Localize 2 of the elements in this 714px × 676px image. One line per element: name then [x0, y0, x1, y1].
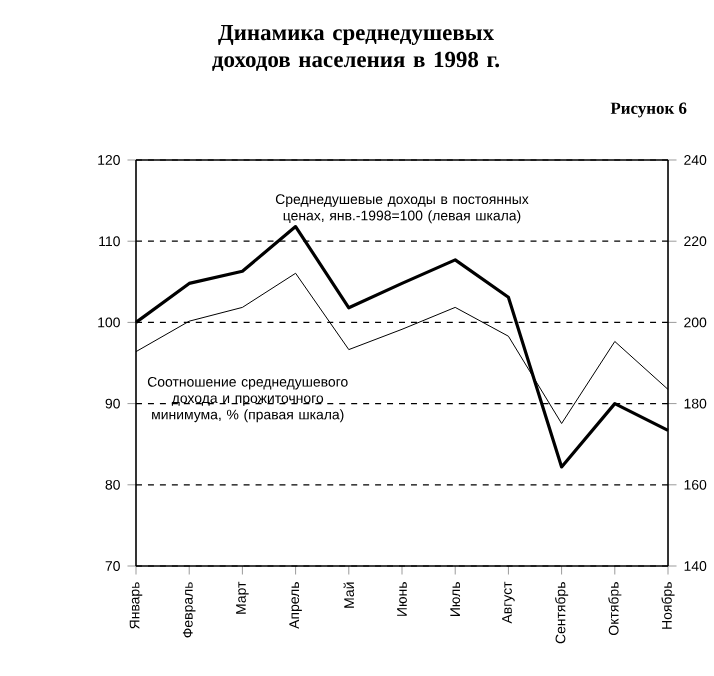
- chart-title: Динамика среднедушевых доходов населения в 1998 г.: [212, 25, 500, 71]
- chart-subtitle: Рисунок 6: [610, 102, 687, 118]
